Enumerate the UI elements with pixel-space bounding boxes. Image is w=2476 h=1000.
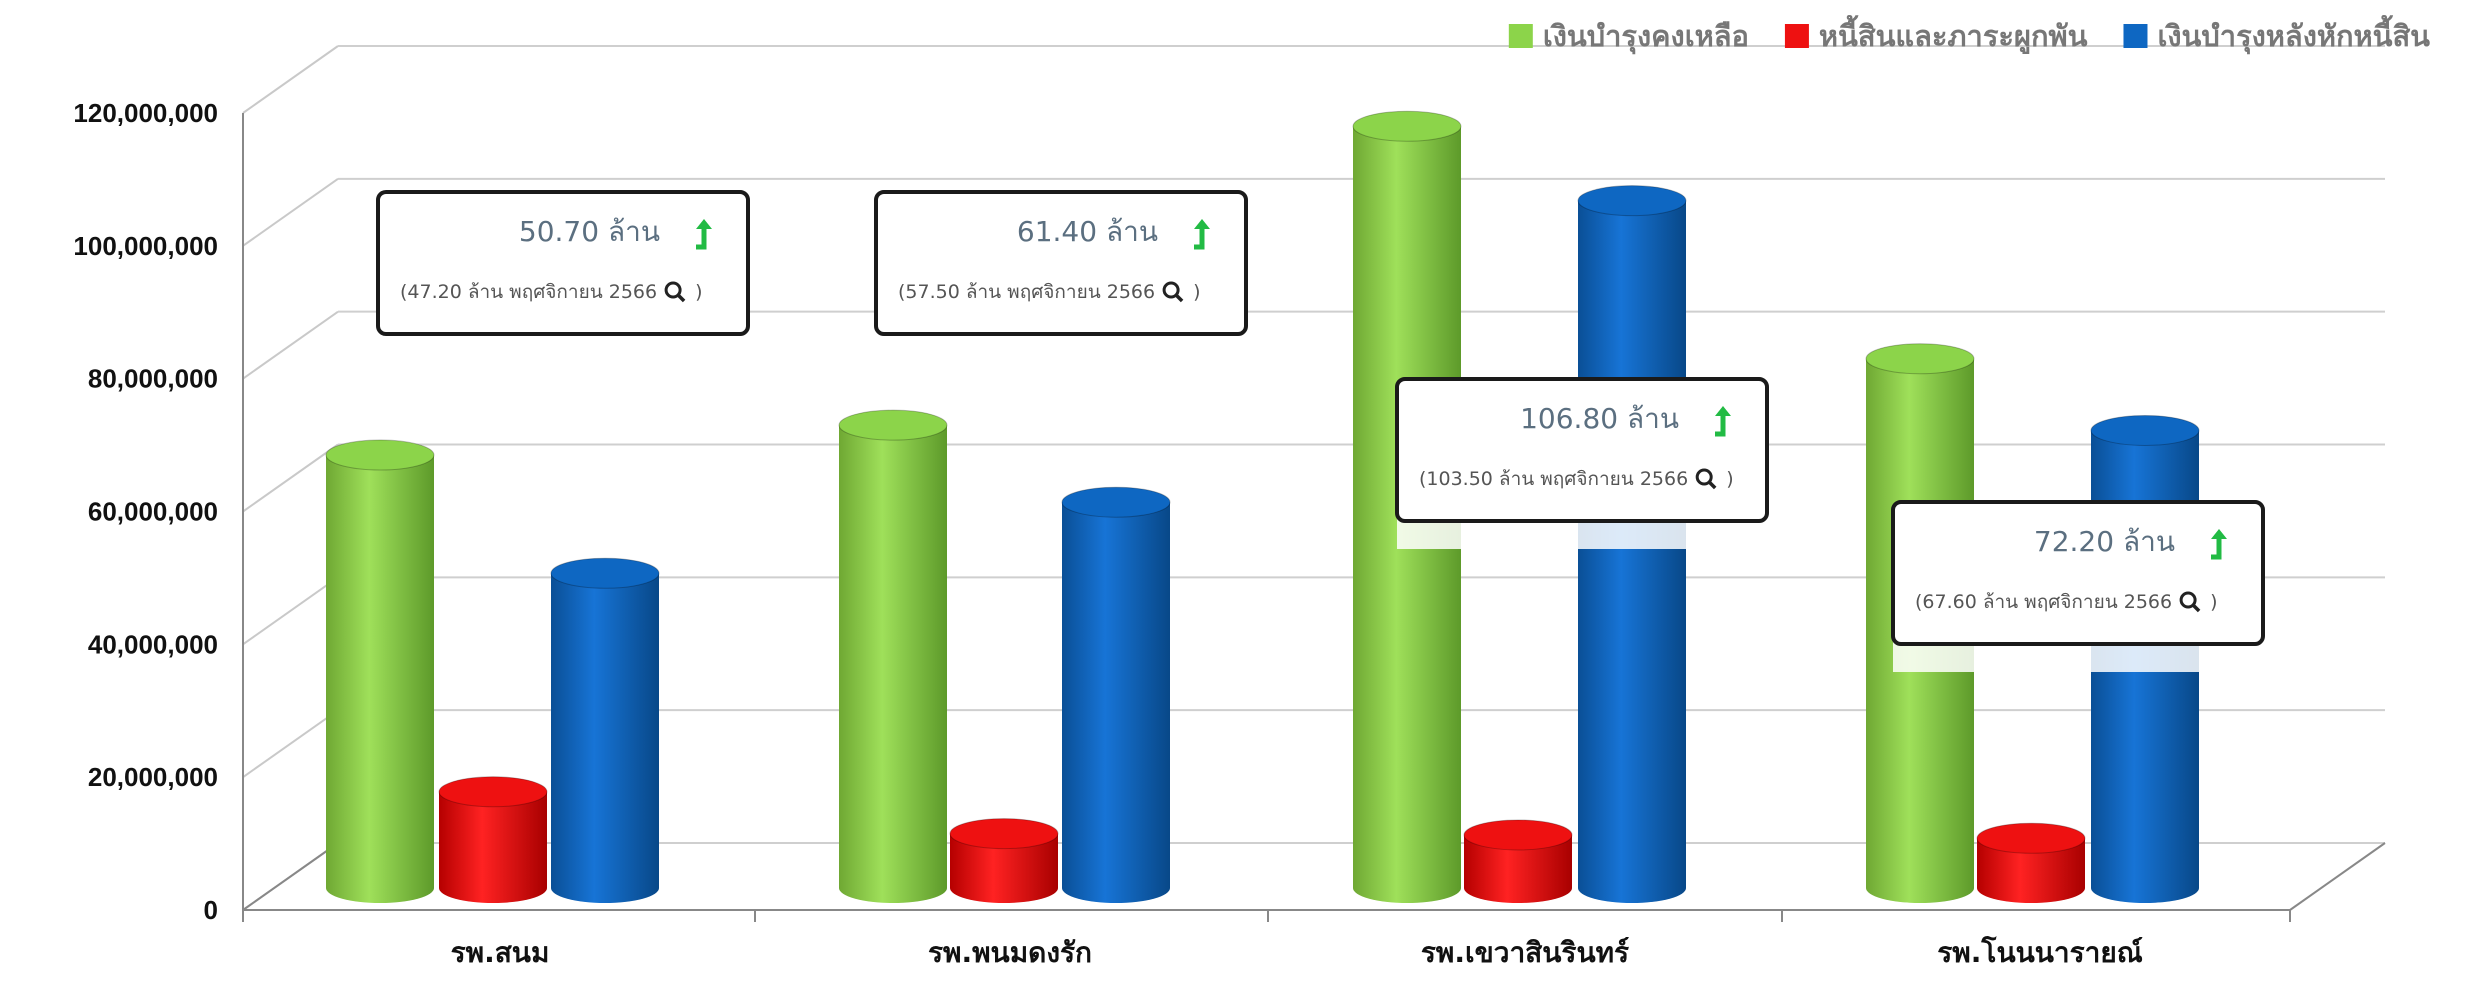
legend-label: หนี้สินและภาระผูกพัน <box>1819 14 2088 54</box>
gridline-depth <box>242 310 339 380</box>
y-tick-label: 0 <box>204 895 218 925</box>
y-tick-label: 120,000,000 <box>73 98 218 128</box>
bar-3-3 <box>1577 185 1687 904</box>
legend-swatch <box>1784 24 1809 48</box>
bar-2-1 <box>438 776 548 903</box>
bar-2-4 <box>1976 822 2086 903</box>
gridline-depth <box>242 576 339 646</box>
bar-2-3 <box>1463 819 1573 903</box>
bar-body <box>551 573 659 903</box>
up-arrow-icon <box>2211 529 2227 560</box>
bar-body <box>1464 834 1572 903</box>
bar-top <box>325 439 435 471</box>
legend-label: เงินบำรุงหลังหักหนี้สิน <box>2157 14 2430 54</box>
magnifier-icon <box>2179 591 2201 613</box>
up-arrow-icon <box>1715 406 1731 437</box>
callout-paren: ) <box>1193 281 1200 303</box>
callout-paren: ) <box>2210 591 2217 613</box>
floor-edge <box>2289 842 2386 911</box>
callout-paren: ) <box>695 281 702 303</box>
y-tick-label: 80,000,000 <box>88 364 218 394</box>
up-arrow-icon <box>696 219 712 250</box>
bars <box>325 110 2200 904</box>
bar-1-2 <box>838 409 948 903</box>
x-category-label: รพ.สนม <box>451 936 550 969</box>
callout-paren: ) <box>1726 468 1733 490</box>
callout-value: 61.40 ล้าน <box>1017 215 1158 248</box>
up-arrow-icon <box>1194 219 1210 250</box>
bar-3-1 <box>550 557 660 903</box>
legend-swatch <box>1508 24 1533 48</box>
callout-previous: (47.20 ล้าน พฤศจิกายน 2566 <box>400 281 657 303</box>
magnifier-icon <box>1695 468 1717 490</box>
legend: เงินบำรุงหลังหักหนี้สิน หนี้สินและภาระผูก… <box>1508 14 2430 54</box>
value-callout: 61.40 ล้าน (57.50 ล้าน พฤศจิกายน 2566) <box>874 190 1248 362</box>
callout-box <box>874 190 1248 336</box>
bar-3-2 <box>1061 486 1171 903</box>
bar-2-2 <box>949 818 1059 903</box>
bar-body <box>326 455 434 903</box>
x-category-label: รพ.โนนนารายณ์ <box>1937 935 2142 969</box>
bar-top <box>1352 110 1462 142</box>
magnifier-icon <box>664 281 686 303</box>
callout-previous: (67.60 ล้าน พฤศจิกายน 2566 <box>1915 591 2172 613</box>
gridline-depth <box>242 178 339 247</box>
bar-top <box>1061 486 1171 518</box>
callout-box <box>1395 377 1769 523</box>
callout-reflection <box>378 332 748 362</box>
magnifier-icon <box>1162 281 1184 303</box>
callout-value: 50.70 ล้าน <box>519 215 660 248</box>
callouts: 50.70 ล้าน(47.20 ล้าน พฤศจิกายน 2566)61.… <box>376 190 2265 672</box>
axis-labels: 0 20,000,000 40,000,000 60,000,000 80,000,00… <box>73 98 2142 969</box>
x-category-label: รพ.พนมดงรัก <box>928 936 1092 969</box>
callout-previous: (57.50 ล้าน พฤศจิกายน 2566 <box>898 281 1155 303</box>
floor-edge <box>242 842 339 911</box>
bar-body <box>1977 838 2085 903</box>
gridline-depth <box>242 709 339 778</box>
y-tick-label: 20,000,000 <box>88 762 218 792</box>
y-tick-label: 40,000,000 <box>88 629 218 659</box>
gridline-depth <box>242 45 339 114</box>
axes <box>242 113 2386 922</box>
callout-value: 106.80 ล้าน <box>1520 402 1679 435</box>
callout-previous: (103.50 ล้าน พฤศจิกายน 2566 <box>1419 468 1688 490</box>
bar-top <box>838 409 948 441</box>
legend-label: เงินบำรุงคงเหลือ <box>1543 19 1749 54</box>
value-callout: 50.70 ล้าน (47.20 ล้าน พฤศจิกายน 2566) <box>376 190 750 362</box>
bar-top <box>1865 343 1975 375</box>
callout-reflection <box>1397 519 1767 549</box>
x-category-label: รพ.เขวาสินรินทร์ <box>1421 936 1629 969</box>
callout-reflection <box>1893 642 2263 672</box>
bar-top <box>1463 819 1573 851</box>
bar-top <box>1577 185 1687 217</box>
bar-body <box>950 833 1058 903</box>
bar-body <box>1062 502 1170 903</box>
legend-swatch <box>2123 24 2148 48</box>
y-tick-label: 100,000,000 <box>73 231 218 261</box>
bar-body <box>1578 200 1686 904</box>
value-callout: 106.80 ล้าน (103.50 ล้าน พฤศจิกายน 2566) <box>1395 377 1769 549</box>
callout-reflection <box>876 332 1246 362</box>
value-callout: 72.20 ล้าน (67.60 ล้าน พฤศจิกายน 2566) <box>1891 500 2265 672</box>
bar-top <box>949 818 1059 850</box>
y-tick-label: 60,000,000 <box>88 497 218 527</box>
callout-box <box>1891 500 2265 646</box>
bar-body <box>439 791 547 903</box>
callout-value: 72.20 ล้าน <box>2034 525 2175 558</box>
bar-top <box>550 557 660 589</box>
gridline-depth <box>242 443 339 513</box>
bar-top <box>2090 414 2200 446</box>
bar-top <box>1976 822 2086 854</box>
bar-1-1 <box>325 439 435 903</box>
callout-box <box>376 190 750 336</box>
bar-body <box>839 425 947 903</box>
bar-top <box>438 776 548 808</box>
